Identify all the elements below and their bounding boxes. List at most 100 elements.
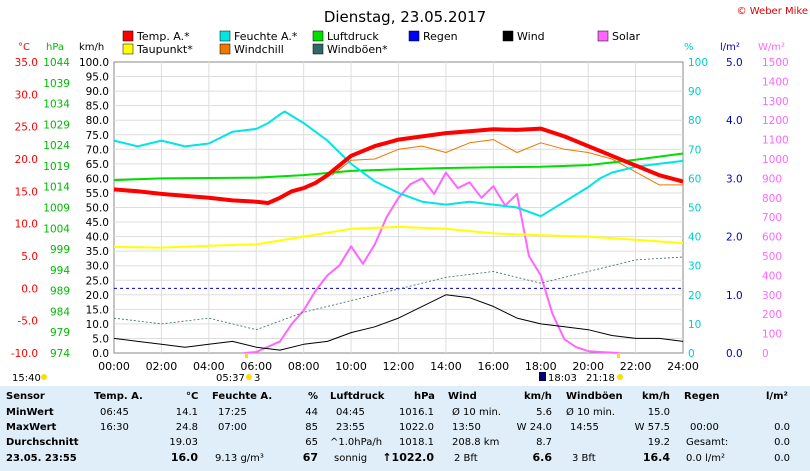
pressure-tick: 1029 xyxy=(43,119,70,131)
temp-min-time: 06:45 xyxy=(100,407,129,418)
wind-bft: 2 Bft xyxy=(454,453,478,464)
solar-tick: 1000 xyxy=(762,154,789,166)
temp-tick: 0.0 xyxy=(21,283,38,295)
x-tick: 22:00 xyxy=(620,360,652,373)
solar-tick: 0 xyxy=(762,348,769,360)
humidity-unit: % xyxy=(684,42,694,53)
pressure-tick: 1004 xyxy=(43,223,70,235)
temp-tick: 35.0 xyxy=(15,57,38,69)
temp-tick: 10.0 xyxy=(15,219,38,231)
temp-unit: °C xyxy=(18,42,30,53)
legend-swatch xyxy=(122,30,134,42)
humidity-max-time: 07:00 xyxy=(218,422,247,433)
sunrise-icon xyxy=(246,374,252,380)
wind-tick: 45.0 xyxy=(86,217,109,229)
series-windb-en-line xyxy=(113,256,684,331)
humidity-tick: 10 xyxy=(688,319,701,331)
legend-label: Feuchte A.* xyxy=(234,30,298,43)
current-time: 15:40 xyxy=(12,373,41,384)
temp-max: 24.8 xyxy=(175,422,198,433)
wind-tick: 80.0 xyxy=(86,115,109,127)
x-tick: 18:00 xyxy=(525,360,557,373)
grid xyxy=(114,62,683,353)
pressure-tick: 1044 xyxy=(43,57,70,69)
solar-tick: 500 xyxy=(762,251,782,263)
temp-tick: 25.0 xyxy=(15,122,38,134)
sunrise-symbol: 3 xyxy=(254,373,260,384)
humidity-tick: 70 xyxy=(688,144,701,156)
sunset-icon xyxy=(617,374,623,380)
rain-tick: 1.0 xyxy=(726,290,743,302)
wind-tick: 95.0 xyxy=(86,72,109,84)
axis-ticks: 35.0 30.0 25.0 20.0 15.0 10.0 5.0 0.0 -5.0 -10.0 1… xyxy=(11,57,789,373)
wind-tick: 20.0 xyxy=(86,290,109,302)
humidity-tick: 30 xyxy=(688,261,701,273)
humidity-min-time: 17:25 xyxy=(218,407,247,418)
solar-unit: W/m² xyxy=(758,42,785,53)
legend-swatch xyxy=(312,30,324,42)
stats-label-max: MaxWert xyxy=(6,422,57,433)
wind-tick: 70.0 xyxy=(86,144,109,156)
wind-tick: 0.0 xyxy=(92,348,109,360)
wind-unit-label: km/h xyxy=(524,391,552,402)
wind-tick: 25.0 xyxy=(86,275,109,287)
solar-tick: 900 xyxy=(762,173,782,185)
pressure-min: 1016.1 xyxy=(399,407,434,418)
pressure-tick: 1014 xyxy=(43,182,70,194)
wind-tick: 35.0 xyxy=(86,246,109,258)
pressure-max-time: 23:55 xyxy=(336,422,365,433)
x-tick: 14:00 xyxy=(430,360,462,373)
stats-label-now: 23.05. 23:55 xyxy=(6,453,77,464)
wind-tick: 60.0 xyxy=(86,173,109,185)
temp-avg: 19.03 xyxy=(169,437,198,448)
series-layer xyxy=(113,110,684,354)
solar-tick: 700 xyxy=(762,212,782,224)
humidity-tick: 20 xyxy=(688,290,701,302)
humidity-tick: 90 xyxy=(688,86,701,98)
humidity-unit-label: % xyxy=(308,391,319,402)
wind-tick: 50.0 xyxy=(86,203,109,215)
wind-tick: 100.0 xyxy=(79,57,109,69)
wind-max: W 24.0 xyxy=(516,422,552,433)
legend-swatch xyxy=(408,30,420,42)
solar-tick: 1200 xyxy=(762,115,789,127)
humidity-avg: 65 xyxy=(305,437,318,448)
wind-tick: 90.0 xyxy=(86,86,109,98)
x-tick: 00:00 xyxy=(98,360,130,373)
wind-run: 208.8 km xyxy=(452,437,500,448)
temp-now: 16.0 xyxy=(170,451,198,464)
wind-tick: 10.0 xyxy=(86,319,109,331)
temp-tick: -10.0 xyxy=(11,348,38,360)
legend-label: Luftdruck xyxy=(327,30,379,43)
humidity-tick: 40 xyxy=(688,232,701,244)
legend-label: Solar xyxy=(612,30,641,43)
series-wind-line xyxy=(113,294,684,351)
solar-tick: 1300 xyxy=(762,96,789,108)
temp-max-time: 16:30 xyxy=(100,422,129,433)
time-markers: 15:40 05:37 3 18:03 21:18 xyxy=(12,353,623,384)
legend-label: Wind xyxy=(517,30,545,43)
solar-tick: 600 xyxy=(762,232,782,244)
chart-legend: Temp. A.* Feuchte A.* Luftdruck Regen Wind So… xyxy=(122,30,641,56)
legend-swatch xyxy=(219,30,231,42)
legend-label: Windchill xyxy=(234,43,284,56)
pressure-tick: 984 xyxy=(50,306,70,318)
humidity-tick: 60 xyxy=(688,173,701,185)
temp-unit-label: °C xyxy=(186,391,199,402)
stats-table: Sensor MinWert MaxWert Durchschnitt 23.0… xyxy=(0,386,810,471)
rain-now: 0.0 xyxy=(774,453,790,464)
humidity-abs: 9.13 g/m³ xyxy=(215,453,264,464)
credit-text: © Weber Mike xyxy=(737,6,808,17)
solar-tick: 1500 xyxy=(762,57,789,69)
humidity-title: Feuchte A. xyxy=(212,391,273,402)
pressure-tick: 999 xyxy=(50,244,70,256)
solar-tick: 200 xyxy=(762,309,782,321)
temp-tick: 5.0 xyxy=(21,251,38,263)
legend-label: Windböen* xyxy=(327,43,388,56)
humidity-min: 44 xyxy=(305,407,318,418)
pressure-tick: 989 xyxy=(50,286,70,298)
rain-tick: 5.0 xyxy=(726,57,743,69)
temp-tick: 30.0 xyxy=(15,89,38,101)
series-taupunkt-line xyxy=(113,225,684,249)
stats-label-avg: Durchschnitt xyxy=(6,437,79,448)
